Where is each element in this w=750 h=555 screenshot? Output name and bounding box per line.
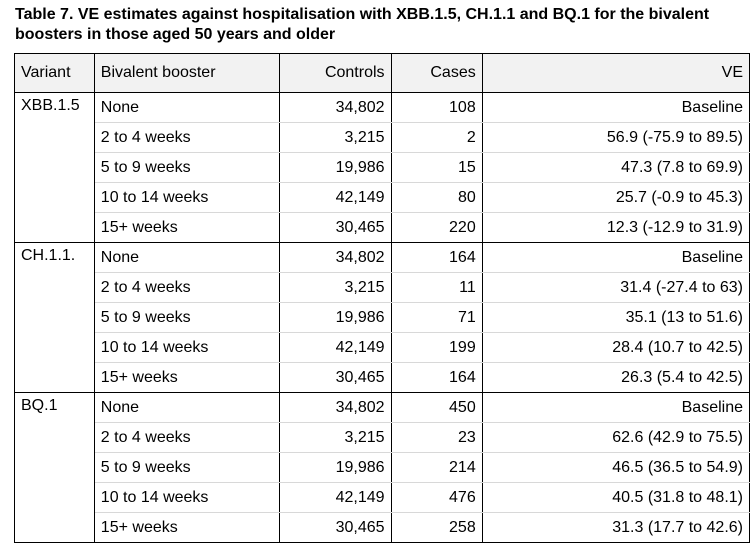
cases-cell: 108: [390, 92, 483, 123]
controls-cell: 34,802: [279, 392, 392, 423]
table-row: 2 to 4 weeks 3,215 11 31.4 (-27.4 to 63): [15, 272, 750, 303]
cases-cell: 258: [390, 512, 483, 543]
header-row: Variant Bivalent booster Controls Cases …: [14, 53, 750, 93]
table-row: 5 to 9 weeks 19,986 71 35.1 (13 to 51.6): [15, 302, 750, 333]
controls-cell: 34,802: [279, 92, 392, 123]
header-ve: VE: [481, 53, 750, 93]
cases-cell: 199: [390, 332, 483, 363]
table-row: 10 to 14 weeks 42,149 476 40.5 (31.8 to …: [15, 482, 750, 513]
ve-cell: 40.5 (31.8 to 48.1): [481, 482, 750, 513]
table-row: 5 to 9 weeks 19,986 15 47.3 (7.8 to 69.9…: [15, 152, 750, 183]
cases-cell: 71: [390, 302, 483, 333]
cases-cell: 11: [390, 272, 483, 303]
table-row: 5 to 9 weeks 19,986 214 46.5 (36.5 to 54…: [15, 452, 750, 483]
cases-cell: 450: [390, 392, 483, 423]
booster-cell: 10 to 14 weeks: [93, 182, 281, 213]
cases-cell: 164: [390, 362, 483, 393]
table-header: Variant Bivalent booster Controls Cases …: [14, 53, 750, 93]
controls-cell: 3,215: [279, 122, 392, 153]
table-body: XBB.1.5 None 34,802 108 Baseline 2 to 4 …: [14, 92, 750, 543]
controls-cell: 30,465: [279, 212, 392, 243]
table-row: 15+ weeks 30,465 258 31.3 (17.7 to 42.6): [15, 512, 750, 543]
booster-cell: 10 to 14 weeks: [93, 482, 281, 513]
ve-cell: Baseline: [481, 392, 750, 423]
booster-cell: 15+ weeks: [93, 362, 281, 393]
table-row: 2 to 4 weeks 3,215 23 62.6 (42.9 to 75.5…: [15, 422, 750, 453]
table-caption: Table 7. VE estimates against hospitalis…: [15, 6, 710, 43]
ve-cell: 47.3 (7.8 to 69.9): [481, 152, 750, 183]
controls-cell: 19,986: [279, 302, 392, 333]
booster-cell: 2 to 4 weeks: [93, 122, 281, 153]
booster-cell: None: [93, 392, 281, 423]
cases-cell: 15: [390, 152, 483, 183]
table-row: 10 to 14 weeks 42,149 199 28.4 (10.7 to …: [15, 332, 750, 363]
variant-cell: BQ.1: [14, 392, 95, 543]
table-row: 15+ weeks 30,465 164 26.3 (5.4 to 42.5): [15, 362, 750, 393]
booster-cell: 2 to 4 weeks: [93, 272, 281, 303]
header-variant: Variant: [14, 53, 95, 93]
controls-cell: 42,149: [279, 182, 392, 213]
table-row: 2 to 4 weeks 3,215 2 56.9 (-75.9 to 89.5…: [15, 122, 750, 153]
cases-cell: 164: [390, 242, 483, 273]
booster-cell: 10 to 14 weeks: [93, 332, 281, 363]
header-controls: Controls: [279, 53, 392, 93]
table-row: XBB.1.5 None 34,802 108 Baseline: [14, 92, 750, 243]
cases-cell: 80: [390, 182, 483, 213]
cases-cell: 476: [390, 482, 483, 513]
controls-cell: 19,986: [279, 152, 392, 183]
cases-cell: 214: [390, 452, 483, 483]
ve-cell: 28.4 (10.7 to 42.5): [481, 332, 750, 363]
booster-cell: 5 to 9 weeks: [93, 302, 281, 333]
cases-cell: 220: [390, 212, 483, 243]
cases-cell: 2: [390, 122, 483, 153]
controls-cell: 42,149: [279, 482, 392, 513]
ve-cell: 25.7 (-0.9 to 45.3): [481, 182, 750, 213]
table-row: CH.1.1. None 34,802 164 Baseline: [14, 242, 750, 393]
header-cases: Cases: [390, 53, 483, 93]
ve-cell: 12.3 (-12.9 to 31.9): [481, 212, 750, 243]
controls-cell: 30,465: [279, 512, 392, 543]
ve-cell: Baseline: [481, 242, 750, 273]
controls-cell: 3,215: [279, 272, 392, 303]
table-row: BQ.1 None 34,802 450 Baseline: [14, 392, 750, 543]
controls-cell: 34,802: [279, 242, 392, 273]
booster-cell: 2 to 4 weeks: [93, 422, 281, 453]
booster-cell: 15+ weeks: [93, 512, 281, 543]
controls-cell: 42,149: [279, 332, 392, 363]
variant-cell: CH.1.1.: [14, 242, 95, 393]
ve-cell: 35.1 (13 to 51.6): [481, 302, 750, 333]
booster-cell: None: [93, 92, 281, 123]
ve-cell: 31.3 (17.7 to 42.6): [481, 512, 750, 543]
ve-cell: 62.6 (42.9 to 75.5): [481, 422, 750, 453]
controls-cell: 30,465: [279, 362, 392, 393]
ve-cell: Baseline: [481, 92, 750, 123]
controls-cell: 3,215: [279, 422, 392, 453]
booster-cell: 5 to 9 weeks: [93, 452, 281, 483]
variant-cell: XBB.1.5: [14, 92, 95, 243]
table-row: 15+ weeks 30,465 220 12.3 (-12.9 to 31.9…: [15, 212, 750, 243]
ve-cell: 56.9 (-75.9 to 89.5): [481, 122, 750, 153]
ve-cell: 31.4 (-27.4 to 63): [481, 272, 750, 303]
ve-cell: 46.5 (36.5 to 54.9): [481, 452, 750, 483]
controls-cell: 19,986: [279, 452, 392, 483]
booster-cell: None: [93, 242, 281, 273]
booster-cell: 15+ weeks: [93, 212, 281, 243]
booster-cell: 5 to 9 weeks: [93, 152, 281, 183]
ve-cell: 26.3 (5.4 to 42.5): [481, 362, 750, 393]
cases-cell: 23: [390, 422, 483, 453]
ve-estimates-table: Variant Bivalent booster Controls Cases …: [14, 53, 750, 543]
table-row: 10 to 14 weeks 42,149 80 25.7 (-0.9 to 4…: [15, 182, 750, 213]
header-bivalent-booster: Bivalent booster: [93, 53, 281, 93]
